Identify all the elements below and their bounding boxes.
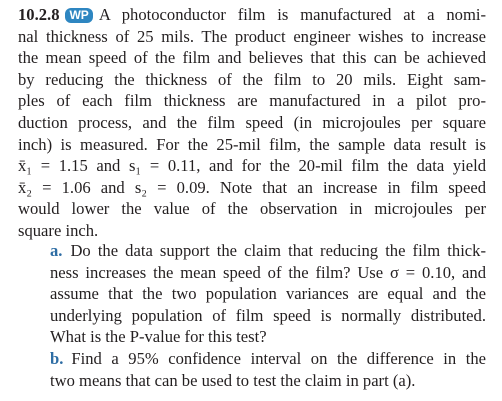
line-text: x̄₂ = 1.06 and s₂ = 0.09. Note that an i…	[18, 177, 486, 197]
text-line: ness increases the mean speed of the fil…	[50, 262, 486, 284]
line-text: assume that the two population variances…	[50, 284, 486, 304]
text-line: the mean speed of the film and believes …	[18, 47, 486, 69]
text-line: two means that can be used to test the c…	[50, 370, 486, 392]
part: a. Do the data support the claim that red…	[50, 240, 486, 348]
line-text: ples of each film thickness are manufact…	[18, 91, 486, 111]
text-line: underlying population of film speed is n…	[50, 305, 486, 327]
text-line: ples of each film thickness are manufact…	[18, 90, 486, 112]
line-text: would lower the value of the observation…	[18, 199, 486, 219]
problem-number: 10.2.8	[18, 5, 60, 24]
line-text: by reducing the thickness of the film to…	[18, 69, 486, 89]
line-text: A photoconductor film is manufactured at…	[98, 5, 486, 24]
text-line: x̄₁ = 1.15 and s₁ = 0.11, and for the 20…	[18, 155, 486, 177]
text-line: What is the P-value for this test?	[50, 326, 486, 348]
text-line: square inch.	[18, 220, 486, 242]
wp-badge: WP	[65, 8, 93, 23]
line-text: x̄₁ = 1.15 and s₁ = 0.11, and for the 20…	[18, 156, 486, 176]
line-text: two means that can be used to test the c…	[50, 370, 416, 390]
line-text: inch) is measured. For the 25-mil film, …	[18, 134, 486, 154]
parts: a. Do the data support the claim that red…	[50, 240, 486, 391]
part: b. Find a 95% confidence interval on the …	[50, 348, 486, 391]
text-line: inch) is measured. For the 25-mil film, …	[18, 134, 486, 156]
text-line: would lower the value of the observation…	[18, 198, 486, 220]
line-text: What is the P-value for this test?	[50, 327, 267, 347]
text-line: b. Find a 95% confidence interval on the …	[50, 348, 486, 370]
line-text: Find a 95% confidence interval on the di…	[71, 348, 486, 368]
line-text: Do the data support the claim that reduc…	[70, 241, 486, 260]
part-label: b.	[50, 348, 64, 368]
line-text: the mean speed of the film and believes …	[18, 48, 486, 68]
text-line: 10.2.8 WP A photoconductor film is manufac…	[18, 4, 486, 26]
part-label: a.	[50, 241, 63, 260]
text-line: x̄₂ = 1.06 and s₂ = 0.09. Note that an i…	[18, 177, 486, 199]
text-line: a. Do the data support the claim that red…	[50, 240, 486, 262]
line-text: ness increases the mean speed of the fil…	[50, 262, 486, 282]
line-text: nal thickness of 25 mils. The product en…	[18, 26, 486, 46]
text-line: duction process, and the film speed (in …	[18, 112, 486, 134]
line-text: duction process, and the film speed (in …	[18, 112, 486, 132]
text-line: nal thickness of 25 mils. The product en…	[18, 26, 486, 48]
problem: 10.2.8 WP A photoconductor film is manufac…	[18, 4, 486, 242]
line-text: square inch.	[18, 220, 99, 240]
text-line: by reducing the thickness of the film to…	[18, 69, 486, 91]
line-text: underlying population of film speed is n…	[50, 305, 486, 325]
text-line: assume that the two population variances…	[50, 283, 486, 305]
